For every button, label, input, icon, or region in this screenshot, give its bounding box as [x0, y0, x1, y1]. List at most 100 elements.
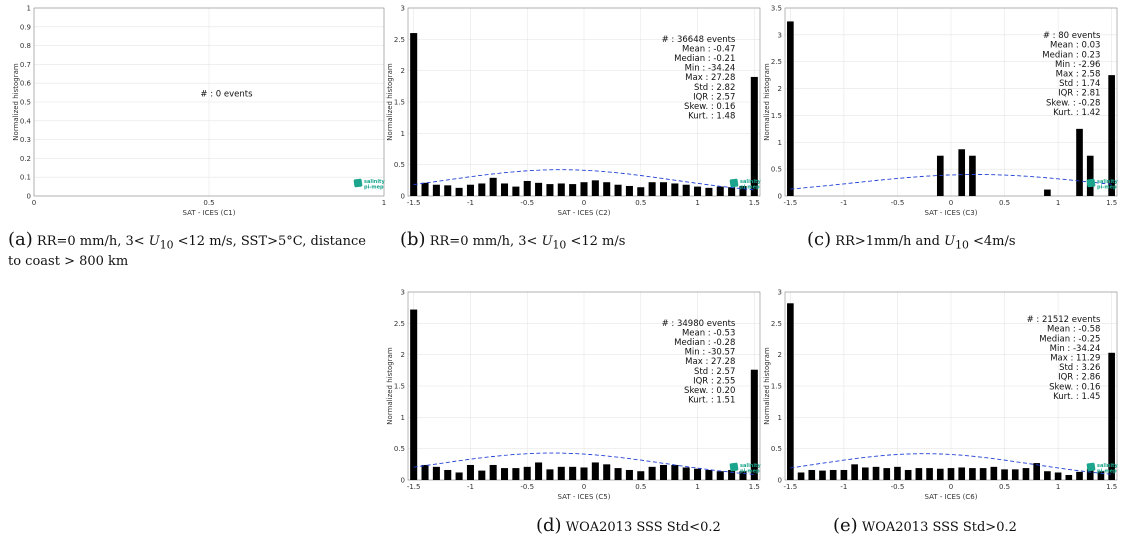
stats-line: Median : -0.21 [674, 54, 735, 64]
x-axis-label: SAT - ICES (C1) [183, 209, 236, 217]
y-axis-label: Normalized histogram [763, 347, 771, 425]
x-tick-label: -0.5 [891, 199, 905, 207]
y-tick-label: 1.5 [394, 383, 405, 391]
x-tick-label: 1.5 [749, 199, 760, 207]
histogram-bar [787, 21, 794, 196]
y-tick-label: 0.5 [394, 445, 405, 453]
y-tick-label: 0.6 [20, 80, 32, 88]
histogram-bar [705, 469, 713, 480]
x-tick-label: -1 [840, 199, 847, 207]
histogram-bar [862, 467, 869, 480]
histogram-bar [904, 469, 912, 480]
y-tick-label: 1.5 [771, 383, 782, 391]
histogram-bar [1108, 352, 1115, 480]
y-tick-label: 0.5 [20, 99, 31, 107]
y-tick-label: 3 [778, 289, 782, 297]
histogram-bar [659, 464, 668, 480]
gaussian-fit-line [790, 174, 1112, 190]
stats-line: Max : 2.58 [1056, 69, 1101, 79]
histogram-bar [512, 468, 520, 480]
y-axis-label: Normalized histogram [386, 63, 394, 141]
histogram-bar [840, 469, 848, 480]
histogram-bar [603, 464, 611, 480]
stats-line: Max : 27.28 [685, 357, 735, 367]
histogram-bar [535, 462, 543, 480]
stats-line: Median : -0.28 [674, 338, 735, 348]
histogram-bar [444, 185, 452, 196]
stats-line: Skew. : -0.28 [1046, 98, 1100, 108]
stats-line: # : 21512 events [1027, 315, 1101, 325]
histogram-bar [580, 182, 588, 196]
histogram-bar [750, 369, 758, 480]
histogram-bar [728, 187, 736, 196]
gaussian-fit-line [790, 453, 1112, 475]
y-tick-label: 0 [27, 193, 31, 201]
x-tick-label: -1 [467, 483, 474, 491]
histogram-bar [1044, 471, 1051, 480]
salinity-logo-text: salinity [740, 463, 761, 469]
y-tick-label: 2 [778, 85, 782, 93]
gaussian-fit-line [413, 169, 755, 191]
caption-a: (a) RR=0 mm/h, 3< U10 <12 m/s, SST>5°C, … [8, 231, 380, 270]
y-tick-label: 2 [401, 67, 405, 75]
y-tick-label: 2.5 [771, 320, 782, 328]
x-axis-label: SAT - ICES (C2) [558, 209, 611, 217]
histogram-bar [648, 466, 656, 480]
salinity-logo-text: pi-mep [740, 469, 760, 475]
histogram-bar [1097, 471, 1105, 480]
x-tick-label: 1 [382, 199, 386, 207]
histogram-bar [739, 185, 747, 196]
histogram-bar [1054, 472, 1062, 480]
y-tick-label: 1.5 [771, 112, 782, 120]
stats-line: Max : 11.29 [1050, 353, 1100, 363]
histogram-panel-c1: 0 0.1 0.2 0.3 0.4 0.5 0.6 0.7 0.8 0.9 1 0 0.5 1 SAT - … [8, 2, 388, 220]
stats-line: Std : 1.74 [1059, 79, 1100, 89]
salinity-logo-text: salinity [740, 179, 761, 185]
y-tick-label: 0.1 [20, 174, 31, 182]
histogram-panel-c2: 0 0.5 1 1.5 2 2.5 3 -1.5 -1 -0.5 0 0.5 1 1.5 SAT - ICE… [380, 2, 764, 220]
stats-line: Min : -2.96 [1055, 60, 1100, 70]
histogram-bar [580, 467, 588, 480]
histogram-bar [512, 186, 520, 196]
caption-b: (b) RR=0 mm/h, 3< U10 <12 m/s [400, 231, 760, 254]
y-tick-label: 3 [401, 289, 405, 297]
histogram-bar [500, 468, 509, 480]
salinity-logo-icon [353, 178, 363, 188]
histogram-bar [728, 469, 736, 480]
stats-line: Median : -0.25 [1039, 334, 1100, 344]
histogram-bar [648, 182, 656, 196]
stats-line: IQR : 2.86 [1058, 373, 1100, 383]
stats-line: Min : -30.57 [685, 348, 736, 358]
histogram-bar [659, 182, 668, 196]
histogram-bar [478, 470, 486, 480]
y-tick-label: 2 [401, 351, 405, 359]
stats-line: Kurt. : 1.51 [688, 396, 735, 406]
stats-line: IQR : 2.57 [693, 92, 735, 102]
x-tick-label: 1.5 [749, 483, 760, 491]
caption-e-tag: (e) [833, 515, 858, 536]
axes-frame [33, 7, 385, 197]
stats-line: # : 80 events [1043, 31, 1101, 41]
stats-line: Skew. : 0.16 [1049, 382, 1100, 392]
histogram-bar [625, 469, 633, 480]
histogram-bar [926, 468, 933, 480]
histogram-bar [1086, 468, 1094, 480]
histogram-bar [819, 470, 826, 480]
histogram-bar [1011, 469, 1019, 480]
stats-line: IQR : 2.81 [1058, 89, 1100, 99]
histogram-bar [716, 471, 724, 480]
y-tick-label: 0.5 [771, 166, 782, 174]
x-tick-label: -1.5 [407, 199, 421, 207]
histogram-bar [569, 184, 577, 196]
histogram-bar [523, 180, 531, 196]
y-tick-label: 0.5 [771, 445, 782, 453]
stats-line: Min : -34.24 [685, 64, 736, 74]
caption-c-text: RR>1mm/h and U10 <4m/s [835, 234, 1016, 252]
stats-line: Mean : 0.03 [1050, 41, 1100, 51]
histogram-bar [682, 467, 690, 480]
histogram-bar [557, 466, 565, 480]
histogram-bar [569, 466, 577, 480]
histogram-bar [1044, 189, 1051, 196]
salinity-logo-icon [1086, 462, 1096, 472]
x-tick-label: 1.5 [1106, 199, 1117, 207]
